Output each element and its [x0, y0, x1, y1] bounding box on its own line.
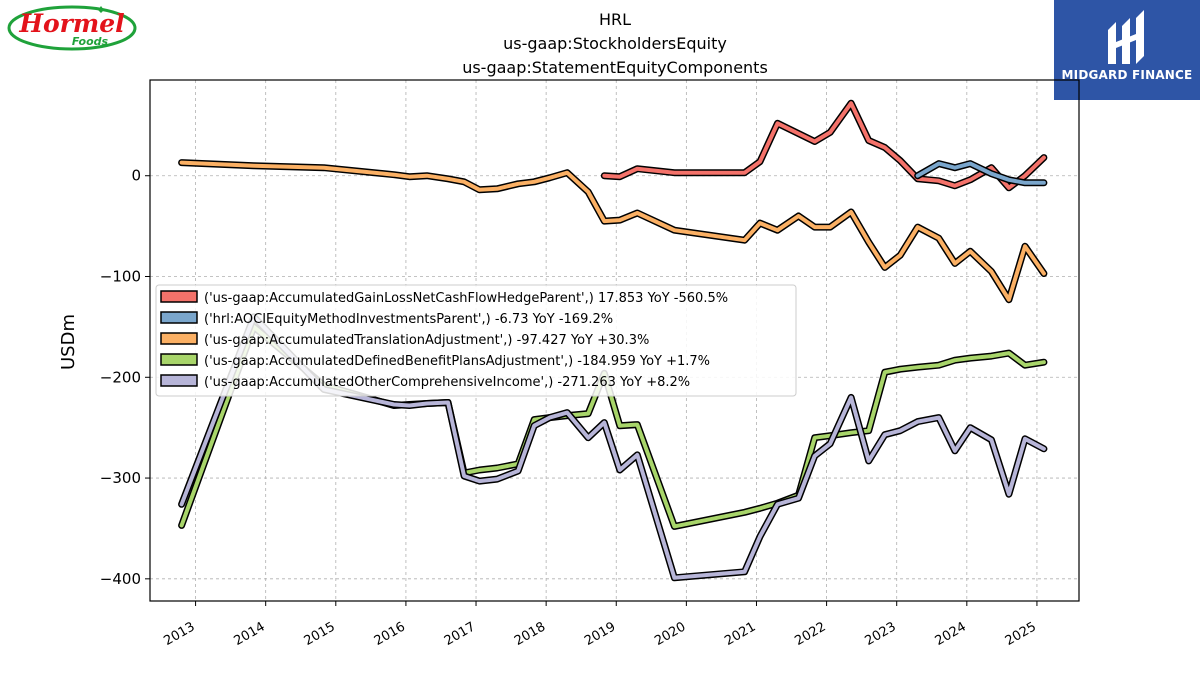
x-tick-label: 2021 — [722, 619, 758, 649]
x-tick-label: 2014 — [232, 619, 268, 649]
x-tick-label: 2017 — [442, 619, 478, 649]
legend-label-2: ('hrl:AOCIEquityMethodInvestmentsParent'… — [204, 312, 613, 327]
legend-label-4: ('us-gaap:AccumulatedDefinedBenefitPlans… — [204, 354, 710, 369]
hormel-logo-subword: Foods — [72, 35, 109, 48]
x-tick-label: 2015 — [302, 619, 338, 649]
x-tick-label: 2024 — [933, 619, 969, 649]
legend-label-5: ('us-gaap:AccumulatedOtherComprehensiveI… — [204, 375, 690, 390]
x-tick-label: 2016 — [372, 619, 408, 649]
series-2-stroke — [915, 161, 1046, 185]
series-1-line — [600, 99, 1048, 192]
plot-frame — [149, 79, 1080, 602]
chart-title-line-1: HRL — [598, 10, 632, 29]
legend-label-3: ('us-gaap:AccumulatedTranslationAdjustme… — [204, 333, 649, 348]
series-2-line — [914, 160, 1048, 187]
x-tick-label: 2023 — [863, 619, 899, 649]
y-tick-label: 0 — [131, 167, 141, 185]
y-tick-label: −200 — [100, 368, 141, 386]
midgard-logo-text: MIDGARD FINANCE — [1061, 68, 1193, 82]
y-tick-label: −300 — [100, 469, 141, 487]
series-5-line — [178, 313, 1048, 582]
chart-title: HRL us-gaap:StockholdersEquity us-gaap:S… — [0, 8, 1200, 80]
legend-swatch-3 — [160, 332, 198, 345]
x-tick-label: 2018 — [512, 619, 548, 649]
series-5-stroke — [179, 314, 1046, 580]
midgard-logo-mark-icon — [1108, 10, 1144, 64]
x-tick-label: 2013 — [161, 619, 197, 649]
series-3-stroke — [179, 160, 1046, 302]
hormel-logo-wordmark: Hormel — [18, 9, 124, 38]
chart-title-line-2: us-gaap:StockholdersEquity — [503, 34, 727, 53]
legend-box — [155, 284, 797, 397]
y-axis-label: USDm — [58, 314, 79, 370]
series-lines — [178, 99, 1048, 582]
legend-swatch-1 — [160, 290, 198, 303]
y-tick-label: −100 — [100, 268, 141, 286]
chart-title-line-3: us-gaap:StatementEquityComponents — [462, 58, 768, 77]
axis-ticks: 2013 2014 2015 2016 2017 2018 2019 2020 2021 2022… — [100, 167, 1039, 649]
x-tick-label: 2020 — [652, 619, 688, 649]
y-tick-label: −400 — [100, 570, 141, 588]
hormel-foods-logo: Hormel Foods — [6, 4, 138, 52]
midgard-finance-logo: MIDGARD FINANCE — [1054, 0, 1200, 100]
legend: ('us-gaap:AccumulatedGainLossNetCashFlow… — [155, 284, 797, 397]
legend-swatch-5 — [160, 374, 198, 387]
x-tick-label: 2019 — [582, 619, 618, 649]
x-tick-label: 2022 — [792, 619, 828, 649]
legend-swatch-4 — [160, 353, 198, 366]
legend-label-1: ('us-gaap:AccumulatedGainLossNetCashFlow… — [204, 291, 728, 306]
legend-swatch-2 — [160, 311, 198, 324]
x-tick-label: 2025 — [1003, 619, 1039, 649]
series-3-line — [178, 159, 1048, 304]
